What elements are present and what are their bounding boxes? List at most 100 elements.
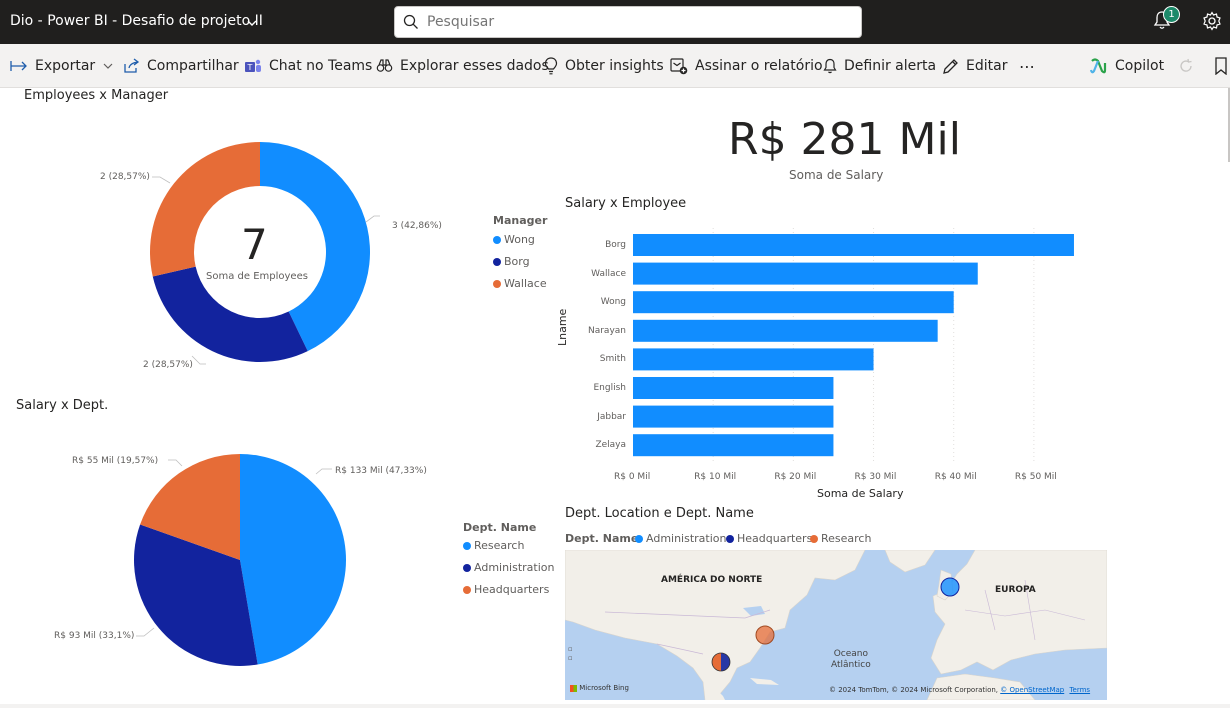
set-alert-button[interactable]: Definir alerta bbox=[823, 44, 936, 88]
pie-slice-research[interactable] bbox=[240, 454, 346, 665]
map-bubble-houston[interactable] bbox=[711, 652, 731, 672]
bar-category-label: Wong bbox=[600, 297, 626, 308]
map-legend-title: Dept. Name bbox=[565, 532, 639, 545]
chevron-down-icon[interactable] bbox=[246, 14, 258, 33]
edit-button[interactable]: Editar bbox=[942, 44, 1007, 88]
map-legend-research[interactable]: Research bbox=[810, 532, 871, 545]
bar-x-tick-label: R$ 50 Mil bbox=[1014, 472, 1057, 482]
share-icon bbox=[124, 58, 140, 73]
bar-narayan[interactable] bbox=[633, 319, 938, 342]
donut-legend-title: Manager bbox=[493, 214, 548, 227]
vertical-scrollbar[interactable] bbox=[1228, 88, 1230, 162]
bing-logo: Microsoft Bing bbox=[570, 684, 629, 692]
teams-chat-button[interactable]: T Chat no Teams bbox=[244, 44, 372, 88]
legend-item-research[interactable]: Research bbox=[463, 539, 524, 552]
bar-title: Salary x Employee bbox=[565, 196, 687, 211]
export-button[interactable]: Exportar bbox=[10, 44, 120, 88]
subscribe-icon bbox=[670, 58, 688, 75]
bar-category-label: Zelaya bbox=[595, 440, 626, 451]
refresh-icon[interactable] bbox=[1178, 44, 1201, 88]
legend-item-borg[interactable]: Borg bbox=[493, 255, 530, 268]
more-options-button[interactable]: ⋯ bbox=[1019, 44, 1035, 88]
map-title: Dept. Location e Dept. Name bbox=[565, 506, 754, 521]
settings-gear-icon[interactable] bbox=[1202, 11, 1222, 35]
legend-item-wong[interactable]: Wong bbox=[493, 233, 535, 246]
bar-category-label: Smith bbox=[599, 354, 626, 365]
bar-chart[interactable] bbox=[630, 228, 1100, 464]
legend-item-headquarters[interactable]: Headquarters bbox=[463, 583, 549, 596]
bar-x-tick-label: R$ 10 Mil bbox=[694, 472, 737, 482]
bar-category-label: Borg bbox=[605, 240, 626, 250]
bar-wallace[interactable] bbox=[633, 262, 978, 285]
more-options-icon: ⋯ bbox=[1019, 56, 1035, 76]
map-label-europe: EUROPA bbox=[995, 585, 1036, 595]
pie-slice-headquarters[interactable] bbox=[140, 454, 240, 560]
page-footer-strip bbox=[0, 704, 1230, 708]
donut-slice-borg[interactable] bbox=[152, 266, 308, 362]
donut-label-wallace: 2 (28,57%) bbox=[100, 172, 150, 182]
donut-leader-wong bbox=[365, 215, 380, 223]
pie-legend-title: Dept. Name bbox=[463, 521, 537, 534]
bookmark-icon[interactable] bbox=[1214, 44, 1230, 88]
map-bubble-administration[interactable] bbox=[940, 577, 960, 597]
bar-jabbar[interactable] bbox=[633, 405, 834, 428]
donut-label-borg: 2 (28,57%) bbox=[143, 360, 193, 370]
bar-english[interactable] bbox=[633, 377, 834, 399]
donut-center-label: Soma de Employees bbox=[206, 271, 308, 282]
pie-label-research: R$ 133 Mil (47,33%) bbox=[335, 466, 427, 476]
report-title[interactable]: Dio - Power BI - Desafio de projeto II bbox=[10, 13, 263, 29]
terms-link[interactable]: Terms bbox=[1069, 686, 1091, 694]
svg-text:T: T bbox=[247, 63, 253, 72]
bar-zelaya[interactable] bbox=[633, 434, 834, 457]
bar-smith[interactable] bbox=[633, 348, 874, 371]
map-label-ocean: Oceano Atlântico bbox=[831, 649, 871, 670]
binoculars-icon bbox=[376, 59, 393, 72]
legend-item-administration[interactable]: Administration bbox=[463, 561, 555, 574]
copilot-icon bbox=[1089, 57, 1107, 73]
edit-label: Editar bbox=[966, 58, 1008, 74]
map-bubble-research[interactable] bbox=[755, 625, 775, 645]
chevron-down-icon bbox=[103, 63, 113, 69]
donut-leader-borg bbox=[191, 355, 206, 365]
bar-category-label: English bbox=[593, 383, 627, 393]
export-arrow-icon bbox=[10, 61, 27, 71]
map-visual[interactable]: AMÉRICA DO NORTE EUROPA Oceano Atlântico… bbox=[565, 550, 1107, 700]
bar-x-tick-label: R$ 40 Mil bbox=[934, 472, 977, 482]
pie-slice-administration[interactable] bbox=[134, 524, 258, 666]
search-input[interactable] bbox=[427, 12, 847, 32]
donut-title: Employees x Manager bbox=[24, 88, 169, 103]
bell-icon bbox=[823, 58, 837, 74]
map-legend-headquarters[interactable]: Headquarters bbox=[726, 532, 812, 545]
teams-chat-label: Chat no Teams bbox=[269, 58, 373, 74]
kpi-salary-label: Soma de Salary bbox=[789, 168, 884, 182]
pie-label-headquarters: R$ 55 Mil (19,57%) bbox=[72, 456, 159, 466]
search-icon bbox=[403, 14, 419, 34]
donut-slice-wong[interactable] bbox=[260, 142, 370, 352]
bar-x-tick-label: R$ 0 Mil bbox=[614, 472, 651, 482]
share-button[interactable]: Compartilhar bbox=[123, 44, 239, 88]
donut-slice-wallace[interactable] bbox=[150, 142, 260, 277]
get-insights-label: Obter insights bbox=[565, 58, 664, 74]
donut-leader-wallace bbox=[152, 176, 171, 184]
legend-item-wallace[interactable]: Wallace bbox=[493, 277, 547, 290]
pie-chart[interactable] bbox=[120, 444, 360, 676]
bar-borg[interactable] bbox=[633, 234, 1074, 256]
explore-data-button[interactable]: Explorar esses dados bbox=[376, 44, 549, 88]
bar-x-tick-label: R$ 20 Mil bbox=[774, 472, 817, 482]
map-background bbox=[565, 550, 1107, 700]
map-legend-administration[interactable]: Administration bbox=[635, 532, 727, 545]
map-zoom-controls[interactable]: ▫ ▫ bbox=[568, 645, 573, 662]
copilot-label: Copilot bbox=[1115, 58, 1165, 74]
report-canvas: Employees x Manager 7 Soma de Employees … bbox=[0, 88, 1230, 708]
get-insights-button[interactable]: Obter insights bbox=[544, 44, 664, 88]
subscribe-report-button[interactable]: Assinar o relatório bbox=[670, 44, 823, 88]
osm-link[interactable]: © OpenStreetMap bbox=[1000, 686, 1065, 694]
pie-label-administration: R$ 93 Mil (33,1%) bbox=[54, 631, 135, 641]
action-toolbar: Exportar Compartilhar T Chat no Teams Ex… bbox=[0, 44, 1230, 88]
donut-chart[interactable] bbox=[140, 136, 380, 368]
search-box[interactable] bbox=[394, 6, 862, 38]
copilot-button[interactable]: Copilot bbox=[1089, 44, 1164, 88]
bar-wong[interactable] bbox=[633, 291, 954, 314]
pie-leader-research bbox=[315, 468, 332, 475]
pencil-icon bbox=[943, 58, 958, 74]
